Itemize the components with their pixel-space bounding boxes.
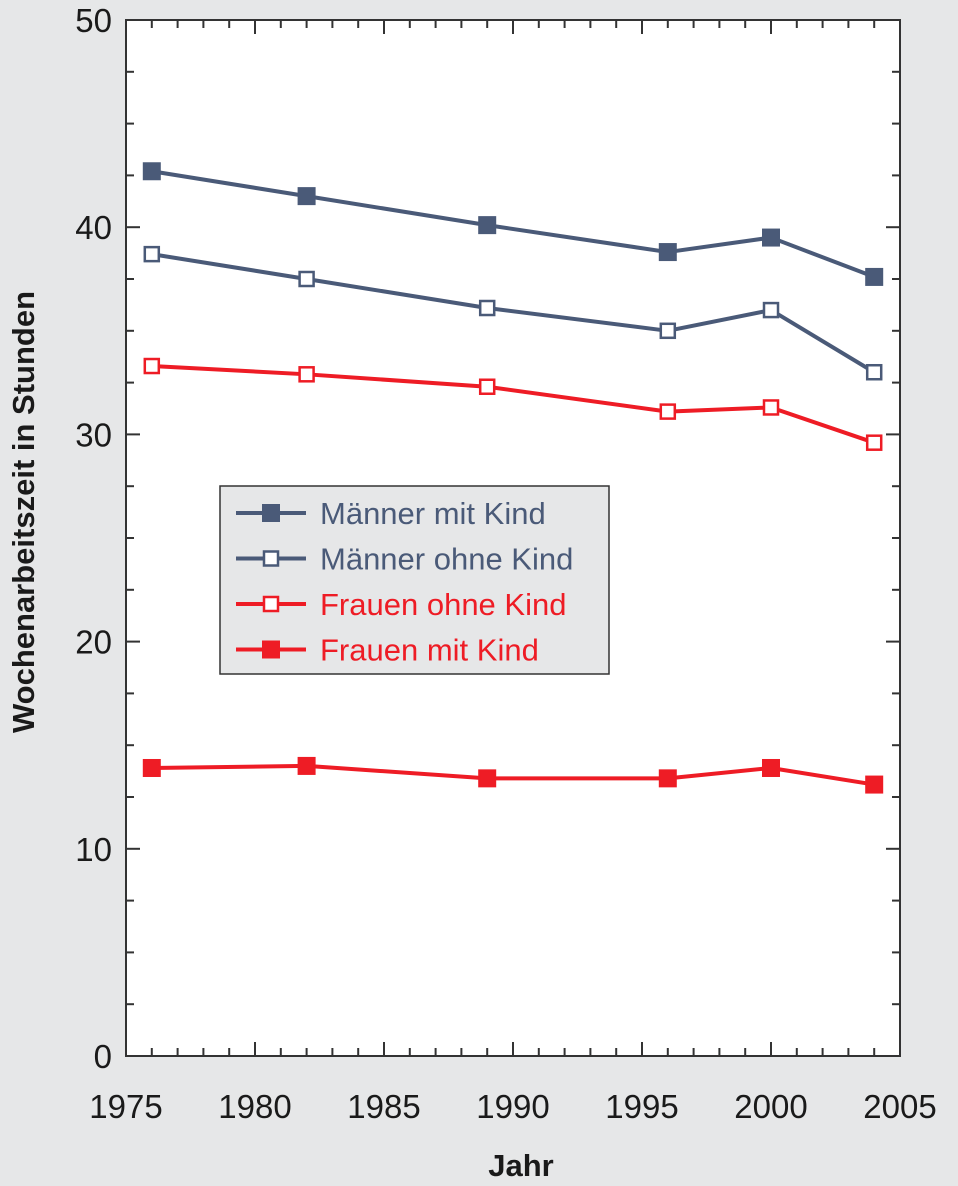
legend-marker [262, 595, 280, 613]
data-point [762, 228, 780, 247]
x-tick-label: 2000 [734, 1088, 807, 1125]
legend-marker [262, 640, 280, 659]
x-axis-title: Jahr [488, 1148, 553, 1183]
data-point [143, 245, 161, 263]
legend-box [219, 485, 610, 675]
legend-marker [262, 504, 280, 522]
legend-label: Frauen ohne Kind [320, 587, 566, 622]
data-point [659, 322, 677, 340]
x-tick-label: 1995 [605, 1088, 678, 1125]
series-line [151, 252, 876, 374]
data-point [762, 301, 780, 319]
y-tick-label: 30 [75, 416, 112, 453]
series-1 [142, 162, 884, 286]
data-point [478, 378, 496, 395]
x-tick-label: 2005 [863, 1088, 936, 1125]
data-point [297, 187, 316, 206]
data-point [658, 769, 677, 788]
axes: 0 10 20 30 40 50 1975 1980 1985 1990 1995 2000 2005 [75, 2, 936, 1125]
x-tick-label: 1985 [347, 1088, 420, 1125]
y-tick-label: 50 [75, 2, 112, 39]
legend-item-2: Männer ohne Kind [236, 542, 573, 577]
data-point [865, 434, 883, 451]
y-tick-label: 0 [94, 1038, 112, 1075]
x-tick-label: 1980 [218, 1088, 291, 1125]
data-point [865, 363, 883, 381]
data-point [298, 270, 315, 288]
series-3 [143, 357, 883, 451]
series-4 [142, 756, 884, 794]
y-axis-title: Wochenarbeitszeit in Stunden [6, 291, 41, 733]
legend: Männer mit Kind Männer ohne Kind Frauen oh… [219, 485, 610, 675]
y-tick-label: 10 [75, 831, 112, 868]
y-tick-label: 20 [75, 624, 112, 661]
legend-marker [262, 550, 280, 567]
x-tick-label: 1975 [89, 1088, 162, 1125]
data-point [297, 756, 316, 775]
legend-item-4: Frauen mit Kind [236, 633, 539, 668]
data-point [142, 162, 161, 181]
data-point [478, 299, 496, 317]
legend-label: Männer mit Kind [320, 496, 546, 531]
data-point [478, 769, 497, 788]
data-point [658, 243, 677, 262]
data-point [762, 399, 780, 416]
series-layer [142, 162, 884, 794]
data-point [142, 758, 161, 777]
series-line [151, 763, 875, 787]
data-point [659, 403, 677, 420]
legend-item-1: Männer mit Kind [236, 496, 546, 531]
data-point [143, 357, 161, 375]
series-line [151, 364, 875, 445]
series-2 [143, 245, 883, 381]
legend-item-3: Frauen ohne Kind [236, 587, 566, 622]
legend-label: Frauen mit Kind [320, 633, 539, 668]
x-tick-label: 1990 [476, 1088, 549, 1125]
data-point [865, 267, 884, 286]
data-point [298, 366, 315, 383]
y-tick-label: 40 [75, 209, 112, 246]
legend-label: Männer ohne Kind [320, 542, 573, 577]
data-point [478, 216, 497, 235]
data-point [762, 758, 780, 777]
data-point [865, 775, 884, 794]
series-line [151, 169, 875, 279]
